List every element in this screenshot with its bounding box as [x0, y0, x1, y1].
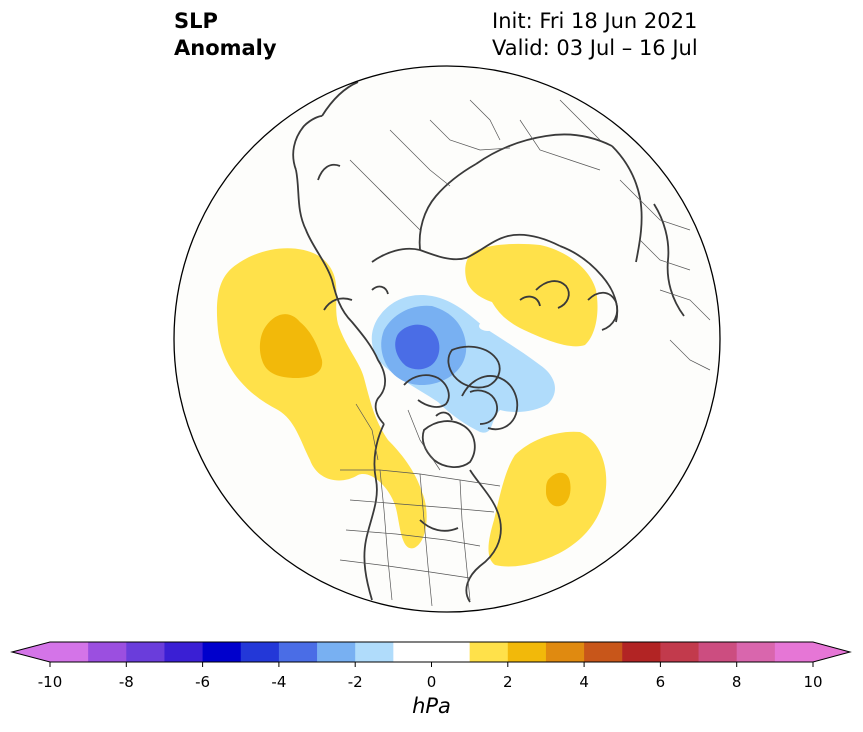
variable-title-line2: Anomaly: [174, 36, 277, 60]
anomaly-hole: [479, 321, 497, 331]
colorbar: [10, 641, 852, 667]
valid-period: Valid: 03 Jul – 16 Jul: [492, 36, 698, 60]
colorbar-tick-label: 8: [731, 673, 742, 691]
colorbar-bin: [660, 642, 700, 662]
colorbar-bin: [393, 642, 471, 662]
colorbar-tick-label: 6: [655, 673, 666, 691]
colorbar-extend-high: [813, 642, 850, 662]
colorbar-tick-label: -10: [37, 673, 63, 691]
variable-title-line1: SLP: [174, 9, 218, 33]
coastlines: [292, 81, 685, 603]
colorbar-tick-label: 2: [503, 673, 513, 691]
colorbar-bins: [50, 642, 814, 662]
colorbar-tick-label: -2: [347, 673, 363, 691]
colorbar-bin: [278, 642, 318, 662]
colorbar-bin: [584, 642, 623, 662]
colorbar-bin: [736, 642, 776, 662]
arctic-low-inner-contour: [395, 324, 440, 370]
colorbar-tick-label: -4: [271, 673, 287, 691]
colorbar-bin: [545, 642, 585, 662]
colorbar-bin: [88, 642, 127, 662]
colorbar-bin: [698, 642, 738, 662]
siberian-high-contour: [465, 243, 598, 347]
colorbar-tick-label: 4: [579, 673, 589, 691]
colorbar-bin: [240, 642, 280, 662]
colorbar-bin: [355, 642, 394, 662]
map-boundary: [173, 65, 721, 613]
colorbar-bin: [164, 642, 204, 662]
plot-title: SLP Anomaly: [174, 8, 277, 62]
colorbar-bin: [126, 642, 165, 662]
atlantic-high-inner-contour: [546, 472, 571, 507]
atlantic-high-outer-contour: [488, 431, 607, 567]
colorbar-bin: [469, 642, 509, 662]
colorbar-bin: [507, 642, 547, 662]
polar-map: [173, 65, 721, 613]
colorbar-bin: [622, 642, 661, 662]
colorbar-bin: [317, 642, 356, 662]
colorbar-bin: [50, 642, 89, 662]
colorbar-tick-label: -8: [118, 673, 134, 691]
colorbar-ticks: [49, 662, 814, 667]
colorbar-unit: hPa: [412, 694, 451, 718]
colorbar-extend-low: [12, 642, 50, 662]
borders: [339, 99, 711, 607]
init-time: Init: Fri 18 Jun 2021: [492, 9, 698, 33]
colorbar-bin: [774, 642, 814, 662]
time-info: Init: Fri 18 Jun 2021 Valid: 03 Jul – 16…: [492, 8, 698, 62]
colorbar-tick-label: -6: [195, 673, 211, 691]
colorbar-tick-label: 10: [803, 673, 823, 691]
pacific-high-inner-contour: [259, 314, 323, 378]
colorbar-bin: [202, 642, 242, 662]
colorbar-tick-label: 0: [426, 673, 437, 691]
